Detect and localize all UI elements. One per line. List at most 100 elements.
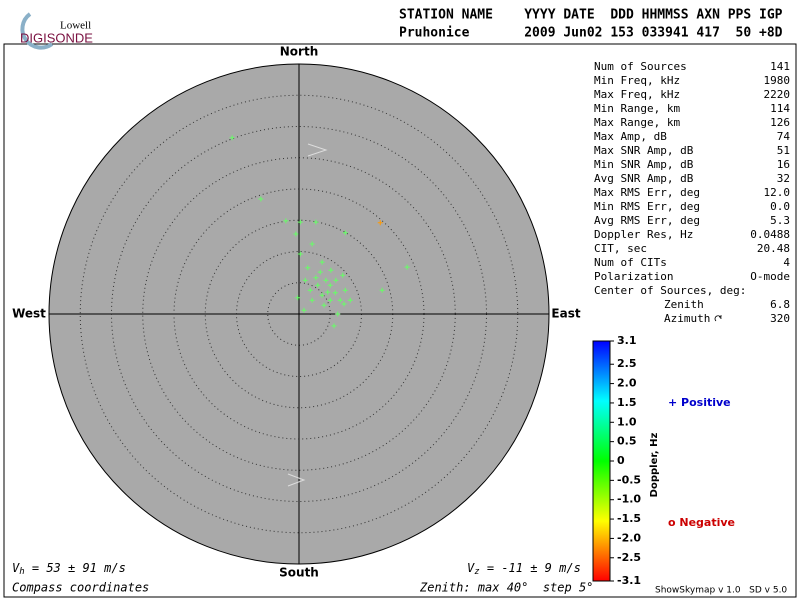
colorbar-tick-label: 3.1 <box>617 334 637 347</box>
source-point <box>293 231 299 237</box>
legend-positive: + Positive <box>668 396 731 409</box>
source-point <box>325 289 331 295</box>
center-label: Azimuth <box>664 312 710 325</box>
source-point <box>327 297 333 303</box>
stat-label: Max Amp, dB <box>594 130 667 143</box>
stat-label: Avg RMS Err, deg <box>594 214 700 227</box>
source-point <box>321 302 327 308</box>
colorbar-tick-label: 0 <box>617 454 625 467</box>
center-value: 320 <box>770 312 790 325</box>
source-point <box>404 264 410 270</box>
source-point <box>377 220 383 226</box>
center-value: 6.8 <box>770 298 790 311</box>
source-point <box>379 287 385 293</box>
source-point <box>340 272 346 278</box>
logo-bottom: DIGISONDE <box>20 30 93 45</box>
stat-value: 74 <box>777 130 791 143</box>
vh-sub: h <box>19 567 24 577</box>
colorbar-tick-label: -2.0 <box>617 531 641 544</box>
source-point <box>323 277 329 283</box>
source-point <box>319 259 325 265</box>
stat-label: Max Range, km <box>594 116 680 129</box>
colorbar-tick-label: -1.0 <box>617 493 641 506</box>
source-point <box>313 275 319 281</box>
source-point <box>297 251 303 257</box>
source-point <box>309 241 315 247</box>
colorbar-tick-label: 1.0 <box>617 415 637 428</box>
zenith-note: Zenith: max 40° step 5° <box>419 581 593 595</box>
source-point <box>332 290 338 296</box>
stat-label: Polarization <box>594 270 673 283</box>
vh-symbol: V <box>12 561 20 575</box>
colorbar-tick-label: -3.1 <box>617 574 641 587</box>
stat-label: Avg SNR Amp, dB <box>594 172 694 185</box>
stat-label: Max RMS Err, deg <box>594 186 700 199</box>
coords-note: Compass coordinates <box>12 581 149 595</box>
colorbar-label: Doppler, Hz <box>649 433 660 498</box>
source-point <box>347 297 353 303</box>
vh-value: = 53 ± 91 m/s <box>25 561 126 575</box>
colorbar-tick-label: 2.5 <box>617 357 637 370</box>
stat-value: 141 <box>770 60 790 73</box>
source-point <box>331 323 337 329</box>
stat-label: Doppler Res, Hz <box>594 228 693 241</box>
dir-north: North <box>280 45 318 59</box>
azimuth-arrow <box>714 315 722 322</box>
source-point <box>335 311 341 317</box>
stat-value: 2220 <box>764 88 791 101</box>
stat-value: 4 <box>783 256 790 269</box>
chevron <box>287 473 306 487</box>
stat-value: 20.48 <box>757 242 790 255</box>
source-point <box>305 265 311 271</box>
source-point <box>313 219 319 225</box>
colorbar-tick-label: 1.5 <box>617 396 637 409</box>
stat-label: Min SNR Amp, dB <box>594 158 694 171</box>
source-point <box>319 292 325 298</box>
colorbar-tick-label: -1.5 <box>617 512 641 525</box>
stat-value: O-mode <box>750 270 790 283</box>
stat-value: 16 <box>777 158 790 171</box>
vz-sub: z <box>474 567 479 577</box>
vh-text: Vh = 53 ± 91 m/s <box>12 561 126 577</box>
legend-negative: o Negative <box>668 516 735 529</box>
source-point <box>333 277 339 283</box>
vz-value: = -11 ± 9 m/s <box>480 561 581 575</box>
source-point <box>283 218 289 224</box>
center-title: Center of Sources, deg: <box>594 284 746 297</box>
source-point <box>328 267 334 273</box>
colorbar <box>592 340 611 582</box>
source-point <box>229 135 235 141</box>
chevron <box>307 143 328 157</box>
stat-value: 1980 <box>764 74 791 87</box>
source-point <box>337 297 343 303</box>
header-columns: STATION NAME YYYY DATE DDD HHMMSS AXN PP… <box>399 8 783 23</box>
vz-symbol: V <box>467 561 475 575</box>
stat-label: Num of CITs <box>594 256 667 269</box>
stat-label: Min RMS Err, deg <box>594 200 700 213</box>
stat-label: Min Range, km <box>594 102 680 115</box>
source-point <box>295 295 301 301</box>
source-point <box>315 282 321 288</box>
colorbar-tick-label: -2.5 <box>617 551 641 564</box>
stat-value: 0.0488 <box>750 228 790 241</box>
source-point <box>309 297 315 303</box>
version: ShowSkymap v 1.0 SD v 5.0 <box>655 586 787 596</box>
source-point <box>342 287 348 293</box>
stat-label: Max Freq, kHz <box>594 88 680 101</box>
source-point <box>327 282 333 288</box>
stat-value: 0.0 <box>770 200 790 213</box>
header-values: Pruhonice 2009 Jun02 153 033941 417 50 +… <box>399 26 783 41</box>
source-point <box>317 269 323 275</box>
dir-east: East <box>551 307 580 321</box>
stat-label: Min Freq, kHz <box>594 74 680 87</box>
stat-label: CIT, sec <box>594 242 647 255</box>
source-point <box>297 219 303 225</box>
colorbar-tick-label: -0.5 <box>617 473 641 486</box>
frame <box>3 43 797 598</box>
source-point <box>341 301 347 307</box>
stat-value: 51 <box>777 144 790 157</box>
stat-value: 5.3 <box>770 214 790 227</box>
stat-value: 12.0 <box>764 186 791 199</box>
